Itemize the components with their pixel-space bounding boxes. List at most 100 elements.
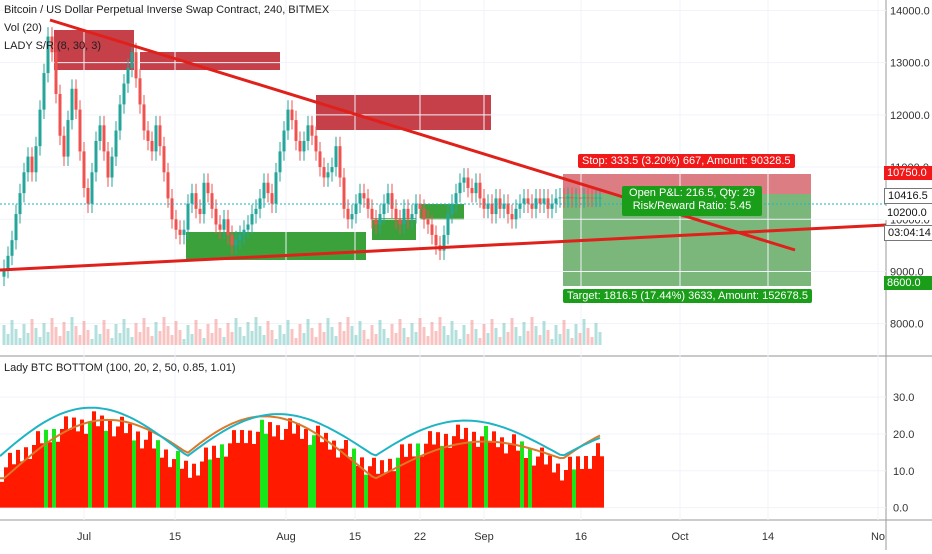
candle-body (210, 193, 214, 209)
volume-bar (22, 324, 26, 345)
indicator-red-bar (236, 442, 240, 508)
volume-bar (170, 335, 174, 345)
candle-body (290, 109, 294, 121)
time-tick-label: 16 (575, 531, 587, 543)
ind-tick-label: 10.0 (893, 466, 914, 478)
indicator-red-bar (232, 430, 236, 508)
candle-body (130, 52, 134, 68)
indicator-red-bar (4, 467, 8, 508)
volume-bar (326, 318, 330, 345)
time-tick-label: Sep (474, 531, 494, 543)
entry-price-tag: 10200.0 (884, 206, 932, 220)
volume-bar (354, 335, 358, 345)
indicator-green-bar (352, 448, 356, 508)
indicator-red-bar (476, 446, 480, 508)
pnl-box[interactable]: Open P&L: 216.5, Qty: 29 Risk/Reward Rat… (622, 186, 762, 216)
candle-body (226, 219, 230, 235)
indicator-red-bar (504, 453, 508, 508)
candle-body (206, 182, 210, 194)
volume-bar (478, 338, 482, 345)
volume-bar (474, 329, 478, 345)
time-tick-label: 15 (169, 531, 181, 543)
volume-bar (558, 334, 562, 345)
resistance-zone-1 (54, 30, 134, 70)
indicator-red-bar (48, 442, 52, 508)
volume-bar (570, 338, 574, 345)
candle-body (386, 193, 390, 204)
bottom-indicator-label: Lady BTC BOTTOM (100, 20, 2, 50, 0.85, 1… (4, 362, 236, 374)
indicator-green-bar (528, 448, 532, 508)
indicator-red-bar (168, 467, 172, 508)
time-tick-label: Aug (276, 531, 296, 543)
indicator-red-bar (544, 464, 548, 508)
candle-body (122, 83, 126, 105)
candle-body (582, 197, 586, 199)
volume-bar (242, 336, 246, 345)
volume-bar (330, 327, 334, 345)
candle-body (354, 203, 358, 215)
volume-bar (98, 334, 102, 345)
volume-bar (378, 320, 382, 345)
candle-body (286, 109, 290, 131)
candle-body (82, 151, 86, 188)
indicator-red-bar (400, 444, 404, 508)
candle-body (230, 234, 234, 246)
volume-bar (14, 329, 18, 345)
indicator-red-bar (392, 471, 396, 508)
indicator-red-bar (292, 433, 296, 508)
candle-body (30, 156, 34, 173)
indicator-red-bar (276, 425, 280, 508)
volume-bar (394, 333, 398, 345)
candle-body (418, 203, 422, 209)
volume-bar (266, 321, 270, 345)
volume-bar (202, 338, 206, 345)
target-label[interactable]: Target: 1816.5 (17.44%) 3633, Amount: 15… (563, 289, 812, 303)
candle-body (178, 229, 182, 235)
indicator-green-bar (132, 440, 136, 508)
resistance-zone-3 (316, 95, 491, 130)
candle-body (474, 182, 478, 194)
volume-bar (118, 333, 122, 345)
volume-bar (150, 336, 154, 345)
stop-label[interactable]: Stop: 333.5 (3.20%) 667, Amount: 90328.5 (578, 154, 795, 168)
volume-bar (34, 328, 38, 345)
indicator-green-bar (176, 451, 180, 508)
candle-body (542, 198, 546, 204)
indicator-red-bar (112, 436, 116, 508)
indicator-red-bar (424, 443, 428, 508)
volume-bar (470, 320, 474, 345)
volume-bar (18, 338, 22, 345)
indicator-red-bar (300, 438, 304, 508)
support-zone-3 (420, 204, 464, 220)
volume-bar (586, 328, 590, 345)
indicator-red-bar (200, 461, 204, 508)
volume-bar (134, 323, 138, 345)
candle-body (242, 229, 246, 235)
indicator-red-bar (600, 456, 604, 508)
indicator-red-bar (192, 463, 196, 508)
candle-body (346, 208, 350, 220)
volume-bar (518, 336, 522, 345)
target-price-tag: 8600.0 (884, 276, 932, 290)
volume-bar (106, 329, 110, 345)
indicator-red-bar (420, 456, 424, 508)
candle-body (434, 234, 438, 246)
indicator-red-bar (332, 440, 336, 508)
indicator-red-bar (328, 449, 332, 508)
indicator-red-bar (268, 422, 272, 508)
candle-body (334, 146, 338, 168)
volume-bars (2, 317, 602, 345)
countdown-tag: 03:04:14 (884, 225, 932, 241)
candle-body (110, 156, 114, 178)
candle-body (74, 88, 78, 110)
candle-body (186, 203, 190, 230)
price-tick-label: 8000.0 (890, 319, 924, 331)
indicator-red-bar (568, 456, 572, 508)
indicator-red-bar (228, 443, 232, 508)
volume-bar (562, 320, 566, 345)
ind-tick-label: 30.0 (893, 392, 914, 404)
indicator-red-bar (460, 439, 464, 508)
indicator-red-bar (344, 440, 348, 508)
indicator-red-bar (304, 428, 308, 508)
candle-body (406, 208, 410, 220)
